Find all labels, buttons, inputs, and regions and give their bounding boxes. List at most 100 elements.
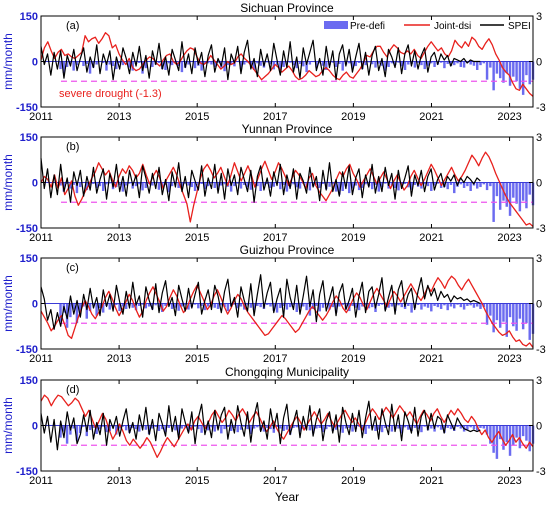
pre-defi-bar bbox=[410, 182, 413, 190]
right-tick-label: 0 bbox=[536, 299, 542, 311]
pre-defi-bar bbox=[466, 182, 469, 187]
drought-annotation: severe drought (-1.3) bbox=[59, 88, 162, 100]
pre-defi-bar bbox=[515, 61, 518, 82]
pre-defi-bar bbox=[348, 61, 351, 64]
pre-defi-bar bbox=[518, 425, 522, 449]
pre-defi-bar bbox=[78, 425, 82, 434]
pre-defi-bar bbox=[88, 303, 92, 312]
pre-defi-bar bbox=[105, 425, 108, 433]
pre-defi-bar bbox=[180, 61, 184, 73]
pre-defi-bar bbox=[180, 182, 184, 189]
pre-defi-bar bbox=[357, 61, 361, 64]
pre-defi-bar bbox=[400, 61, 403, 67]
pre-defi-bar bbox=[338, 182, 341, 195]
legend-label-pre-defi: Pre-defi bbox=[350, 21, 385, 32]
pre-defi-bar bbox=[216, 182, 220, 191]
pre-defi-bar bbox=[121, 61, 125, 66]
pre-defi-bar bbox=[351, 61, 354, 69]
pre-defi-bar bbox=[288, 182, 292, 187]
pre-defi-bar bbox=[325, 303, 328, 306]
x-tick-label: 2017 bbox=[263, 475, 287, 487]
pre-defi-bar bbox=[380, 425, 384, 433]
pre-defi-bar bbox=[220, 425, 223, 434]
pre-defi-bar bbox=[364, 182, 367, 185]
pre-defi-bar bbox=[138, 425, 141, 432]
pre-defi-bar bbox=[269, 182, 272, 188]
pre-defi-bar bbox=[456, 425, 459, 428]
pre-defi-bar bbox=[505, 425, 508, 443]
pre-defi-bar bbox=[95, 303, 98, 316]
pre-defi-bar bbox=[275, 425, 279, 428]
pre-defi-bar bbox=[65, 425, 69, 444]
pre-defi-bar bbox=[479, 182, 482, 188]
right-tick-label: -3 bbox=[536, 466, 546, 478]
pre-defi-bar bbox=[187, 182, 190, 186]
pre-defi-bar bbox=[475, 303, 479, 307]
left-tick-label: -150 bbox=[16, 344, 38, 356]
pre-defi-bar bbox=[272, 425, 276, 433]
pre-defi-bar bbox=[308, 61, 312, 65]
pre-defi-bar bbox=[318, 303, 321, 312]
pre-defi-bar bbox=[161, 425, 164, 430]
pre-defi-bar bbox=[233, 182, 236, 187]
pre-defi-bar bbox=[223, 182, 226, 185]
pre-defi-bar bbox=[275, 303, 279, 313]
pre-defi-bar bbox=[243, 61, 246, 65]
pre-defi-bar bbox=[495, 303, 499, 321]
pre-defi-bar bbox=[495, 182, 499, 197]
pre-defi-bar bbox=[256, 303, 259, 306]
pre-defi-bar bbox=[236, 425, 239, 433]
pre-defi-bar bbox=[256, 425, 259, 428]
pre-defi-bar bbox=[515, 182, 518, 204]
pre-defi-bar bbox=[449, 182, 453, 185]
left-tick-label: 0 bbox=[32, 57, 38, 69]
pre-defi-bar bbox=[377, 425, 381, 430]
pre-defi-bar bbox=[167, 61, 171, 64]
pre-defi-bar bbox=[111, 303, 115, 308]
pre-defi-bar bbox=[482, 182, 486, 185]
pre-defi-bar bbox=[183, 182, 187, 184]
spei-line bbox=[40, 400, 481, 451]
pre-defi-bar bbox=[216, 303, 220, 309]
pre-defi-bar bbox=[216, 61, 220, 63]
pre-defi-bar bbox=[138, 303, 141, 306]
pre-defi-bar bbox=[147, 303, 151, 307]
pre-defi-bar bbox=[285, 182, 289, 192]
pre-defi-bar bbox=[505, 61, 508, 74]
pre-defi-bar bbox=[72, 303, 75, 310]
pre-defi-bar bbox=[489, 425, 492, 444]
pre-defi-bar bbox=[285, 61, 289, 64]
pre-defi-bar bbox=[115, 303, 118, 306]
pre-defi-bar bbox=[101, 425, 105, 427]
pre-defi-bar bbox=[174, 425, 177, 431]
pre-defi-bar bbox=[446, 303, 449, 311]
pre-defi-bar bbox=[469, 303, 472, 306]
right-tick-label: 3 bbox=[536, 11, 542, 23]
pre-defi-bar bbox=[475, 182, 479, 189]
pre-defi-bar bbox=[515, 303, 518, 331]
pre-defi-bar bbox=[315, 61, 318, 68]
pre-defi-bar bbox=[512, 182, 515, 198]
pre-defi-bar bbox=[505, 182, 508, 207]
pre-defi-bar bbox=[472, 425, 476, 430]
pre-defi-bar bbox=[295, 303, 298, 312]
pre-defi-bar bbox=[328, 61, 331, 66]
pre-defi-bar bbox=[75, 425, 79, 441]
pre-defi-bar bbox=[505, 303, 508, 337]
pre-defi-bar bbox=[508, 182, 512, 216]
pre-defi-bar bbox=[397, 61, 400, 63]
pre-defi-bar bbox=[298, 61, 302, 64]
pre-defi-bar bbox=[528, 425, 531, 452]
pre-defi-bar bbox=[229, 61, 233, 64]
left-axis-label: mm/month bbox=[1, 33, 15, 90]
pre-defi-bar bbox=[246, 182, 249, 188]
pre-defi-bar bbox=[170, 303, 174, 309]
pre-defi-bar bbox=[157, 425, 161, 431]
pre-defi-bar bbox=[528, 303, 531, 340]
pre-defi-bar bbox=[203, 303, 207, 311]
pre-defi-bar bbox=[131, 303, 134, 308]
legend: Pre-defi Joint-dsi SPEI bbox=[324, 21, 531, 32]
pre-defi-bar bbox=[321, 182, 325, 185]
pre-defi-bar bbox=[354, 182, 358, 186]
right-tick-label: 3 bbox=[536, 253, 542, 265]
